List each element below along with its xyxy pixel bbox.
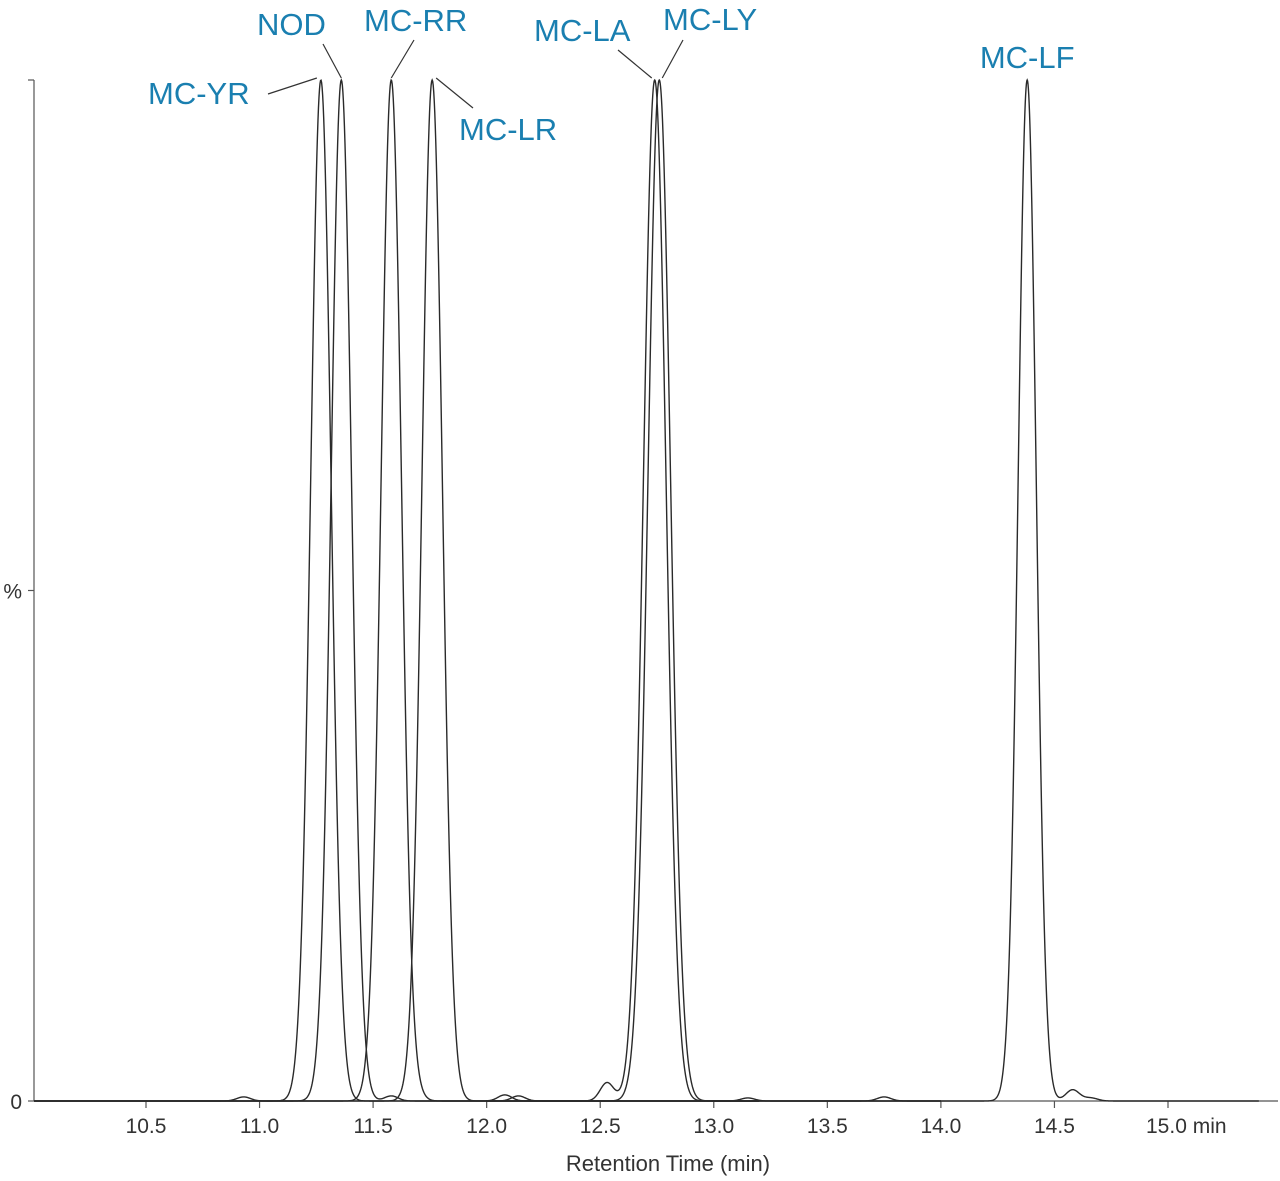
x-tick-label: 13.5 xyxy=(807,1115,848,1138)
leader-mc-lr xyxy=(435,77,474,109)
peak-label-mc-lr: MC-LR xyxy=(459,112,557,147)
x-tick-label: 15.0 min xyxy=(1146,1115,1227,1138)
trace-mc-lf xyxy=(713,78,1259,1102)
y-tick-label: 0 xyxy=(10,1091,22,1114)
leader-mc-la xyxy=(617,49,653,79)
x-tick-label: 11.0 xyxy=(240,1115,279,1138)
peak-label-mc-lf: MC-LF xyxy=(980,40,1075,75)
leader-nod xyxy=(322,43,342,79)
x-ticks: 10.5 11.0 11.5 12.0 12.5 13.0 13.5 14.0 14.5 15.0… xyxy=(126,1101,1227,1138)
peak-label-mc-rr: MC-RR xyxy=(364,3,467,38)
x-tick-label: 14.5 xyxy=(1034,1115,1075,1138)
y-ticks: 0% xyxy=(3,581,34,1114)
x-axis-title: Retention Time (min) xyxy=(566,1151,770,1176)
leader-mc-yr xyxy=(267,77,318,95)
x-tick-label: 14.0 xyxy=(920,1115,961,1138)
y-tick-label: % xyxy=(3,581,22,604)
peak-label-mc-yr: MC-YR xyxy=(148,76,250,111)
traces xyxy=(34,78,1259,1102)
trace-mc-rr xyxy=(34,78,760,1102)
x-tick-label: 10.5 xyxy=(126,1115,167,1138)
trace-mc-lr xyxy=(34,78,760,1102)
x-tick-label: 13.0 xyxy=(693,1115,734,1138)
peak-label-mc-ly: MC-LY xyxy=(663,2,757,37)
peak-label-mc-la: MC-LA xyxy=(534,13,631,48)
peak-label-nod: NOD xyxy=(257,7,326,42)
trace-mc-ly xyxy=(486,78,941,1102)
x-tick-label: 12.0 xyxy=(466,1115,507,1138)
x-tick-label: 12.5 xyxy=(580,1115,621,1138)
trace-mc-la xyxy=(486,78,941,1102)
leader-mc-ly xyxy=(661,39,684,79)
x-tick-label: 11.5 xyxy=(353,1115,392,1138)
leader-mc-rr xyxy=(390,39,415,79)
